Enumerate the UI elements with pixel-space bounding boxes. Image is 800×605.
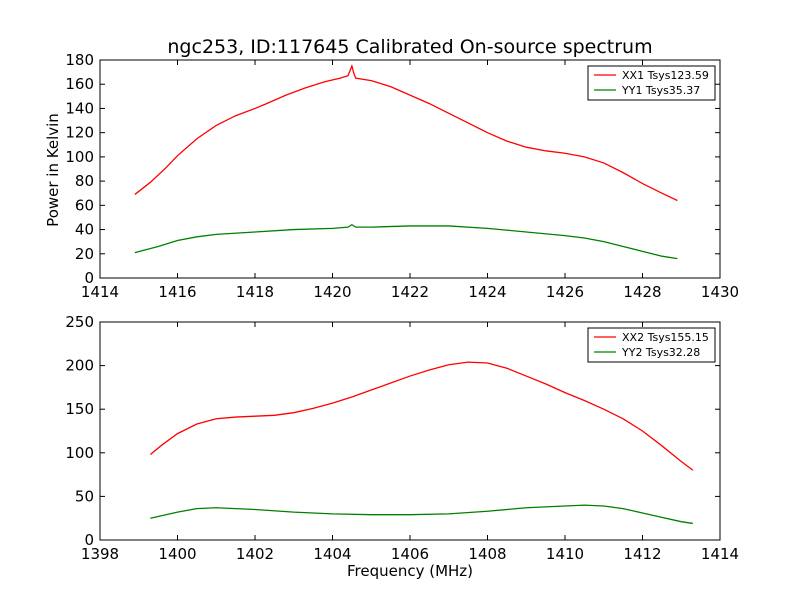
x-tick-label: 1424	[468, 283, 506, 301]
series-line-2-1	[149, 361, 694, 471]
figure-title: ngc253, ID:117645 Calibrated On-source s…	[167, 36, 652, 58]
y-tick-label: 50	[75, 487, 94, 505]
y-tick-label: 60	[75, 196, 94, 214]
series-line-1-2	[134, 223, 678, 260]
y-tick-label: 20	[75, 245, 94, 263]
x-tick-label: 1426	[546, 283, 584, 301]
legend-label: YY1 Tsys35.37	[621, 84, 700, 97]
y-axis-label: Power in Kelvin	[44, 113, 62, 227]
chart-panels: 1414 1416 1418 1420 1422 1424 1426 1428 1430 0 20 4…	[65, 51, 739, 563]
x-tick-label: 1416	[158, 283, 196, 301]
x-tick-label: 1428	[623, 283, 661, 301]
y-tick-label: 120	[65, 124, 94, 142]
x-tick-label: 1420	[313, 283, 351, 301]
panel-2: 1398 1400 1402 1404 1406 1408 1410 1412 1414 0 50 1…	[65, 313, 739, 563]
legend-label: YY2 Tsys32.28	[621, 346, 700, 359]
y-tick-label: 80	[75, 172, 94, 190]
x-tick-label: 1408	[468, 545, 506, 563]
x-tick-label: 1410	[546, 545, 584, 563]
series-line-1-1	[134, 64, 678, 202]
y-tick-label: 100	[65, 444, 94, 462]
panel-1: 1414 1416 1418 1420 1422 1424 1426 1428 1430 0 20 4…	[65, 51, 739, 301]
y-tick-label: 150	[65, 400, 94, 418]
y-tick-label: 100	[65, 148, 94, 166]
legend-label: XX1 Tsys123.59	[622, 69, 709, 82]
y-tick-label: 140	[65, 99, 94, 117]
y-tick-label: 250	[65, 313, 94, 331]
x-tick-label: 1430	[701, 283, 739, 301]
y-tick-label: 180	[65, 51, 94, 69]
y-tick-label: 40	[75, 221, 94, 239]
series-line-2-2	[150, 504, 693, 525]
x-tick-label: 1422	[391, 283, 429, 301]
y-tick-label: 0	[84, 531, 94, 549]
x-tick-label: 1418	[236, 283, 274, 301]
x-tick-label: 1412	[623, 545, 661, 563]
legend-label: XX2 Tsys155.15	[622, 331, 709, 344]
x-tick-label: 1404	[313, 545, 351, 563]
x-tick-label: 1402	[236, 545, 274, 563]
y-tick-label: 160	[65, 75, 94, 93]
x-tick-label: 1414	[701, 545, 739, 563]
x-tick-label: 1398	[81, 545, 119, 563]
legend-box	[587, 65, 716, 101]
legend-box	[587, 327, 716, 363]
x-axis-label: Frequency (MHz)	[347, 562, 473, 580]
legend-2: XX2 Tsys155.15 YY2 Tsys32.28	[587, 327, 716, 363]
x-tick-label: 1414	[81, 283, 119, 301]
x-tick-label: 1400	[158, 545, 196, 563]
legend-1: XX1 Tsys123.59 YY1 Tsys35.37	[587, 65, 716, 101]
y-tick-label: 200	[65, 357, 94, 375]
y-tick-label: 0	[84, 269, 94, 287]
x-tick-label: 1406	[391, 545, 429, 563]
